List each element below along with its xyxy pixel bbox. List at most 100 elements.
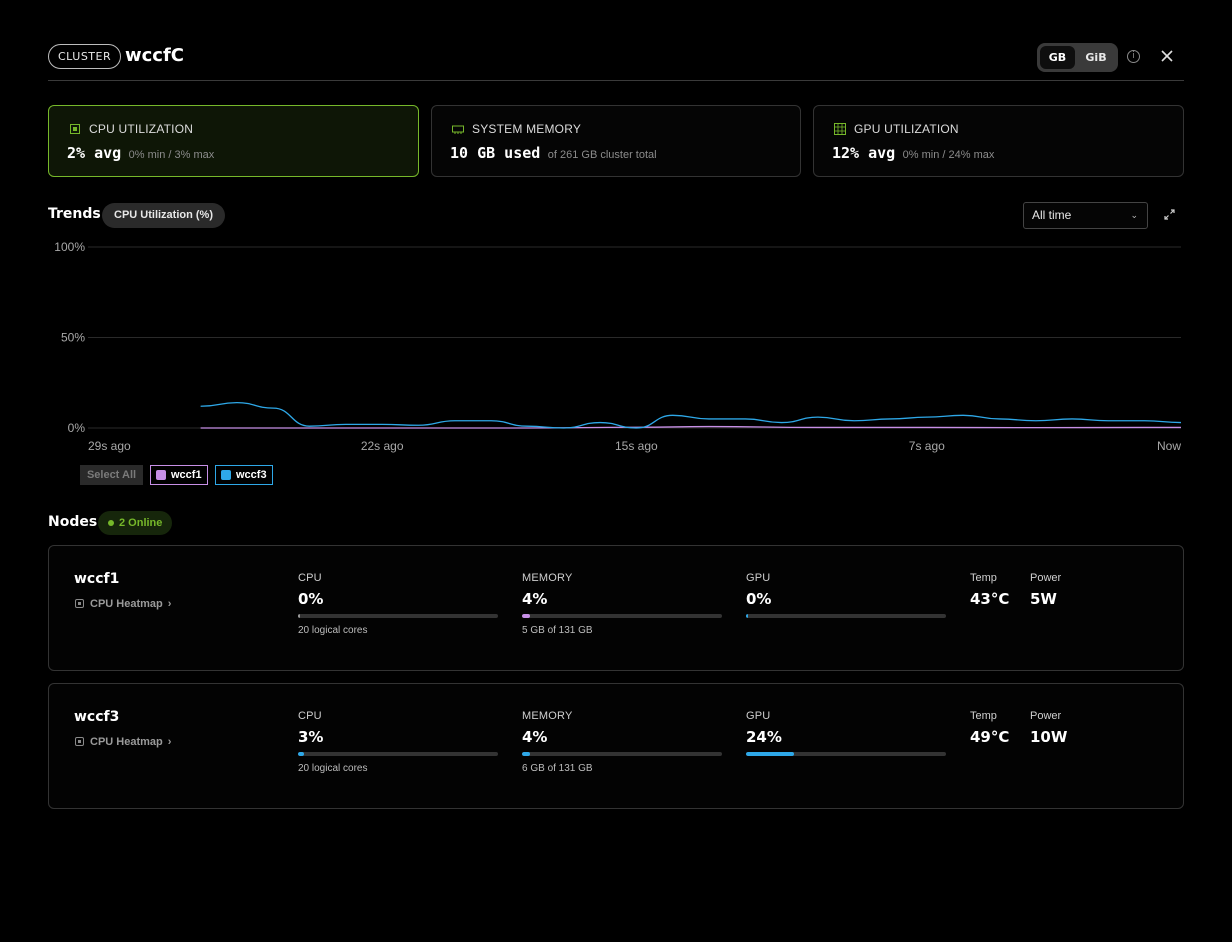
info-icon[interactable]: i — [1127, 50, 1140, 63]
cpu-label: CPU — [298, 572, 322, 584]
series-line-wccf1 — [200, 425, 1181, 429]
node-cpu-metric: CPU 0% 20 logical cores — [298, 572, 498, 636]
y-tick-label: 100% — [54, 240, 85, 254]
x-tick-label: 22s ago — [361, 439, 404, 453]
gpu-label: GPU — [746, 572, 771, 584]
memory-label: MEMORY — [522, 710, 573, 722]
memory-usage: 6 GB of 131 GB — [522, 763, 593, 774]
cpu-progress-bar — [298, 614, 498, 618]
chevron-right-icon: › — [167, 598, 172, 610]
legend-swatch — [221, 470, 231, 480]
cpu-heatmap-link[interactable]: CPU Heatmap › — [75, 736, 171, 748]
memory-progress-fill — [522, 614, 530, 618]
chevron-right-icon: › — [167, 736, 172, 748]
y-tick-label: 50% — [61, 331, 85, 345]
cpu-heatmap-label: CPU Heatmap — [90, 736, 163, 748]
heatmap-icon — [75, 599, 84, 608]
trends-title: Trends — [48, 206, 101, 222]
node-power: Power 10W — [1030, 710, 1067, 746]
node-gpu-metric: GPU 0% — [746, 572, 946, 618]
gpu-label: GPU — [746, 710, 771, 722]
time-range-select[interactable]: All time ⌄ — [1023, 202, 1148, 229]
system-memory-label: SYSTEM MEMORY — [472, 122, 582, 136]
temp-value: 49°C — [970, 728, 1010, 746]
cpu-cores: 20 logical cores — [298, 625, 368, 636]
x-tick-label: 7s ago — [909, 439, 945, 453]
power-value: 5W — [1030, 590, 1057, 608]
memory-progress-fill — [522, 752, 530, 756]
system-memory-card[interactable]: SYSTEM MEMORY 10 GB used of 261 GB clust… — [431, 105, 801, 177]
legend-label: wccf1 — [171, 469, 202, 481]
node-name: wccf1 — [74, 571, 120, 587]
series-line-wccf3 — [200, 402, 1182, 429]
cpu-heatmap-label: CPU Heatmap — [90, 598, 163, 610]
trends-metric-pill[interactable]: CPU Utilization (%) — [102, 203, 225, 228]
cpu-utilization-range: 0% min / 3% max — [128, 149, 215, 161]
unit-gb-button[interactable]: GB — [1040, 46, 1075, 69]
cpu-utilization-card[interactable]: CPU UTILIZATION 2% avg 0% min / 3% max — [48, 105, 419, 177]
memory-value: 4% — [522, 728, 548, 746]
gpu-utilization-label: GPU UTILIZATION — [854, 122, 959, 136]
cpu-value: 3% — [298, 728, 324, 746]
cpu-progress-fill — [298, 752, 304, 756]
legend-item-wccf1[interactable]: wccf1 — [150, 465, 208, 485]
memory-progress-bar — [522, 752, 722, 756]
close-icon[interactable] — [1158, 47, 1176, 65]
power-value: 10W — [1030, 728, 1068, 746]
x-tick-label: 15s ago — [615, 439, 658, 453]
cpu-trend-chart: 100% 50% 0% 29s ago 22s ago 15s ago 7s ago Now — [54, 240, 1182, 453]
gpu-value: 24% — [746, 728, 782, 746]
gpu-progress-fill — [746, 752, 794, 756]
cpu-cores: 20 logical cores — [298, 763, 368, 774]
node-name: wccf3 — [74, 709, 120, 725]
x-tick-label: Now — [1157, 439, 1181, 453]
online-count: 2 Online — [119, 517, 163, 529]
node-temp: Temp 49°C — [970, 710, 1009, 746]
temp-value: 43°C — [970, 590, 1010, 608]
unit-toggle: GB GiB — [1037, 43, 1118, 72]
unit-gib-button[interactable]: GiB — [1085, 51, 1107, 64]
chevron-down-icon: ⌄ — [1130, 210, 1138, 220]
cpu-heatmap-link[interactable]: CPU Heatmap › — [75, 598, 171, 610]
temp-label: Temp — [970, 710, 997, 722]
memory-usage: 5 GB of 131 GB — [522, 625, 593, 636]
nodes-title: Nodes — [48, 514, 98, 530]
cpu-utilization-value: 2% avg — [67, 144, 122, 162]
node-card-wccf1: wccf1 CPU Heatmap › CPU 0% 20 logical cor… — [48, 545, 1184, 671]
legend-item-wccf3[interactable]: wccf3 — [215, 465, 273, 485]
y-tick-label: 0% — [68, 421, 86, 435]
online-dot-icon — [108, 520, 114, 526]
node-gpu-metric: GPU 24% — [746, 710, 946, 756]
heatmap-icon — [75, 737, 84, 746]
cpu-progress-fill — [298, 614, 300, 618]
cpu-progress-bar — [298, 752, 498, 756]
power-label: Power — [1030, 710, 1062, 722]
gpu-progress-bar — [746, 614, 946, 618]
power-label: Power — [1030, 572, 1062, 584]
cpu-label: CPU — [298, 710, 322, 722]
temp-label: Temp — [970, 572, 997, 584]
legend-swatch — [156, 470, 166, 480]
x-tick-label: 29s ago — [88, 439, 131, 453]
gpu-utilization-value: 12% avg — [832, 144, 896, 162]
cluster-name: wccfC — [125, 45, 185, 66]
gpu-utilization-range: 0% min / 24% max — [902, 149, 995, 161]
system-memory-value: 10 GB used — [450, 144, 541, 162]
cpu-value: 0% — [298, 590, 324, 608]
node-power: Power 5W — [1030, 572, 1061, 608]
node-memory-metric: MEMORY 4% 5 GB of 131 GB — [522, 572, 722, 636]
expand-icon[interactable] — [1163, 208, 1176, 221]
cluster-badge: CLUSTER — [48, 44, 122, 69]
system-memory-total: of 261 GB cluster total — [547, 149, 657, 161]
gpu-progress-bar — [746, 752, 946, 756]
gpu-utilization-card[interactable]: GPU UTILIZATION 12% avg 0% min / 24% max — [813, 105, 1184, 177]
node-cpu-metric: CPU 3% 20 logical cores — [298, 710, 498, 774]
online-status-badge: 2 Online — [98, 511, 173, 535]
cpu-utilization-label: CPU UTILIZATION — [89, 122, 194, 136]
gpu-progress-fill — [746, 614, 748, 618]
panel-header: CLUSTER wccfC GB GiB i — [48, 43, 1184, 81]
legend-label: wccf3 — [236, 469, 267, 481]
node-memory-metric: MEMORY 4% 6 GB of 131 GB — [522, 710, 722, 774]
time-range-value: All time — [1032, 208, 1072, 222]
select-all-button[interactable]: Select All — [80, 465, 143, 485]
